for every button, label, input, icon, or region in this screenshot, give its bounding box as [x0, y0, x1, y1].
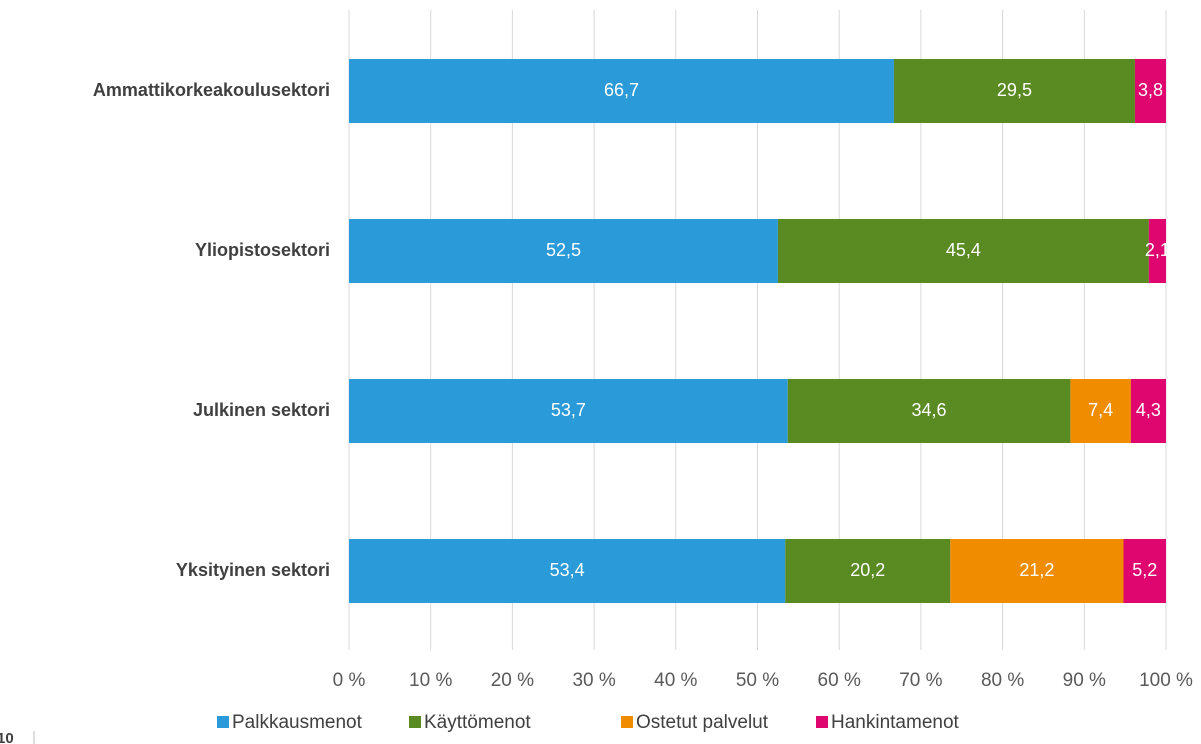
- bar-segment: [349, 379, 788, 443]
- x-tick-label: 20 %: [491, 670, 534, 691]
- data-label: 45,4: [946, 240, 981, 260]
- x-tick-label: 10 %: [409, 670, 452, 691]
- legend-label: Hankintamenot: [831, 712, 960, 733]
- x-tick-label: 70 %: [899, 670, 942, 691]
- bar-segment: [1134, 59, 1166, 123]
- x-tick-label: 40 %: [654, 670, 697, 691]
- data-label: 34,6: [912, 400, 947, 420]
- data-label: 20,2: [850, 560, 885, 580]
- bar-segment: [777, 219, 1149, 283]
- data-label: 2,1: [1145, 240, 1170, 260]
- x-tick-label: 50 %: [736, 670, 779, 691]
- bar-segment: [349, 219, 778, 283]
- bar-segment: [950, 539, 1124, 603]
- bar-segment: [1148, 219, 1166, 283]
- bar-segment: [785, 539, 951, 603]
- legend-swatch: [409, 716, 421, 728]
- x-tick-label: 100 %: [1139, 670, 1193, 691]
- data-label: 53,7: [551, 400, 586, 420]
- legend-label: Käyttömenot: [424, 712, 531, 733]
- data-label: 53,4: [550, 560, 585, 580]
- bar-segment: [1123, 539, 1166, 603]
- legend-label: Ostetut palvelut: [636, 712, 769, 733]
- bar-segment: [787, 379, 1071, 443]
- x-tick-label: 0 %: [333, 670, 366, 691]
- page-number: 10: [0, 730, 14, 744]
- category-label: Julkinen sektori: [193, 400, 330, 420]
- data-label: 3,8: [1138, 80, 1163, 100]
- data-label: 52,5: [546, 240, 581, 260]
- data-label: 29,5: [997, 80, 1032, 100]
- data-label: 66,7: [604, 80, 639, 100]
- data-label: 7,4: [1088, 400, 1113, 420]
- data-label: 21,2: [1019, 560, 1054, 580]
- bar-segment: [349, 539, 786, 603]
- x-tick-label: 60 %: [818, 670, 861, 691]
- legend-swatch: [816, 716, 828, 728]
- data-label: 4,3: [1136, 400, 1161, 420]
- category-label: Yliopistosektori: [195, 240, 330, 260]
- legend-swatch: [621, 716, 633, 728]
- data-label: 5,2: [1132, 560, 1157, 580]
- category-label: Ammattikorkeakoulusektori: [93, 80, 330, 100]
- bar-segment: [349, 59, 894, 123]
- x-tick-label: 80 %: [981, 670, 1024, 691]
- bar-segment: [893, 59, 1135, 123]
- x-tick-label: 90 %: [1063, 670, 1106, 691]
- legend-swatch: [217, 716, 229, 728]
- x-tick-label: 30 %: [572, 670, 615, 691]
- category-label: Yksityinen sektori: [176, 560, 330, 580]
- bar-segment: [1130, 379, 1166, 443]
- bar-segment: [1070, 379, 1131, 443]
- legend-label: Palkkausmenot: [232, 712, 363, 733]
